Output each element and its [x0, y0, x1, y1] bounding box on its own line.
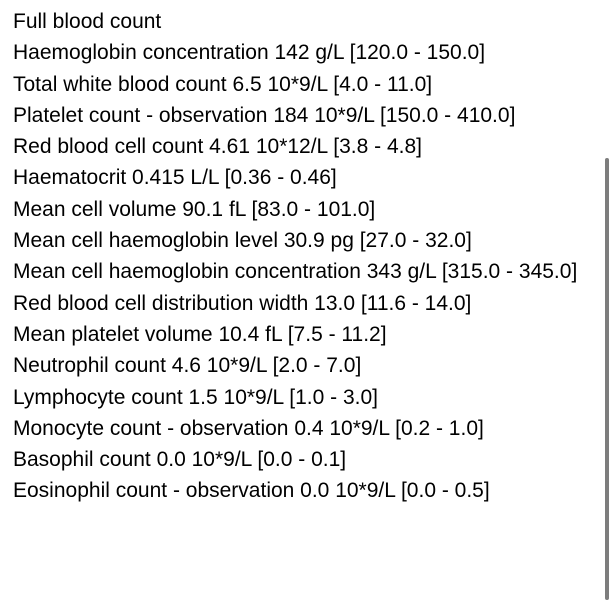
result-eosinophil-count: Eosinophil count - observation 0.0 10*9/…	[13, 479, 490, 503]
result-mean-cell-haemoglobin-concentration: Mean cell haemoglobin concentration 343 …	[13, 260, 578, 284]
blood-test-results: Full blood count Haemoglobin concentrati…	[13, 6, 603, 507]
vertical-scrollbar[interactable]	[605, 158, 609, 600]
result-red-blood-cell-count: Red blood cell count 4.61 10*12/L [3.8 -…	[13, 135, 423, 159]
result-platelet-count: Platelet count - observation 184 10*9/L …	[13, 103, 516, 127]
result-neutrophil-count: Neutrophil count 4.6 10*9/L [2.0 - 7.0]	[13, 354, 362, 378]
result-lymphocyte-count: Lymphocyte count 1.5 10*9/L [1.0 - 3.0]	[13, 385, 379, 409]
result-basophil-count: Basophil count 0.0 10*9/L [0.0 - 0.1]	[13, 448, 347, 472]
result-haemoglobin: Haemoglobin concentration 142 g/L [120.0…	[13, 41, 486, 65]
result-monocyte-count: Monocyte count - observation 0.4 10*9/L …	[13, 416, 484, 440]
result-mean-cell-volume: Mean cell volume 90.1 fL [83.0 - 101.0]	[13, 197, 376, 221]
report-title: Full blood count	[13, 10, 162, 33]
result-mean-cell-haemoglobin: Mean cell haemoglobin level 30.9 pg [27.…	[13, 229, 472, 253]
result-haematocrit: Haematocrit 0.415 L/L [0.36 - 0.46]	[13, 166, 337, 190]
result-white-blood-count: Total white blood count 6.5 10*9/L [4.0 …	[13, 72, 433, 96]
result-rbc-distribution-width: Red blood cell distribution width 13.0 […	[13, 291, 472, 315]
result-mean-platelet-volume: Mean platelet volume 10.4 fL [7.5 - 11.2…	[13, 322, 387, 346]
